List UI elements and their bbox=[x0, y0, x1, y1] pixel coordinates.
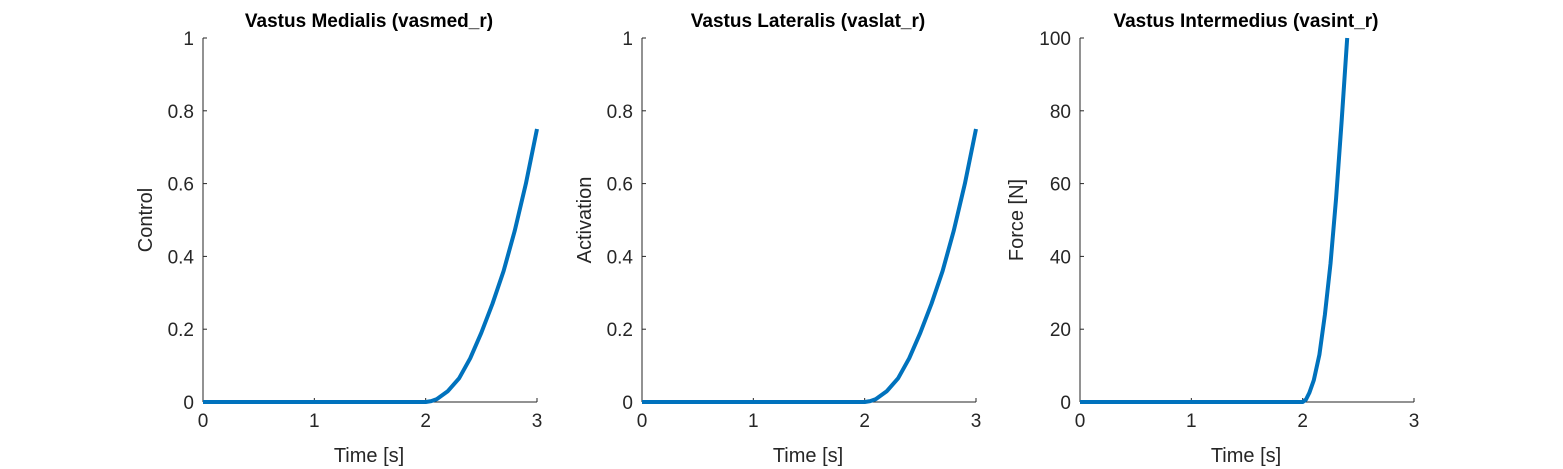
x-tick-label: 3 bbox=[971, 411, 982, 432]
x-tick-label: 3 bbox=[532, 411, 543, 432]
y-tick-label: 1 bbox=[183, 29, 194, 50]
x-tick-label: 0 bbox=[637, 411, 648, 432]
y-tick-label: 0 bbox=[622, 393, 633, 414]
y-tick-label: 0.4 bbox=[607, 247, 634, 268]
series-line bbox=[1080, 37, 1350, 404]
y-tick-label: 60 bbox=[1050, 175, 1071, 196]
y-tick-label: 0 bbox=[183, 393, 194, 414]
y-tick-label: 80 bbox=[1050, 102, 1071, 123]
y-tick-label: 0.4 bbox=[168, 247, 195, 268]
plot-lines bbox=[642, 128, 978, 404]
subplot-vastus-medialis: Vastus Medialis (vasmed_r) Control Time … bbox=[135, 11, 542, 467]
x-tick-label: 2 bbox=[1297, 411, 1308, 432]
x-axis-label: Time [s] bbox=[1211, 445, 1281, 467]
y-axis-label: Control bbox=[135, 188, 157, 252]
x-tick-label: 1 bbox=[748, 411, 759, 432]
y-tick-label: 0 bbox=[1060, 393, 1071, 414]
chart-title: Vastus Lateralis (vaslat_r) bbox=[691, 11, 925, 32]
subplot-vastus-lateralis: Vastus Lateralis (vaslat_r) Activation T… bbox=[574, 11, 981, 467]
y-tick-label: 20 bbox=[1050, 320, 1071, 341]
chart-title: Vastus Intermedius (vasint_r) bbox=[1113, 11, 1378, 32]
chart-title: Vastus Medialis (vasmed_r) bbox=[245, 11, 493, 32]
x-axis-label: Time [s] bbox=[334, 445, 404, 467]
x-tick-label: 2 bbox=[859, 411, 870, 432]
y-tick-label: 0.6 bbox=[168, 175, 194, 196]
y-tick-label: 0.2 bbox=[607, 320, 633, 341]
x-tick-label: 3 bbox=[1409, 411, 1420, 432]
ticks: 0 1 2 3 0 0.2 0.4 0.6 0.8 1 bbox=[168, 29, 543, 432]
x-tick-label: 0 bbox=[1075, 411, 1086, 432]
x-axis-label: Time [s] bbox=[773, 445, 843, 467]
y-axis-label: Force [N] bbox=[1006, 179, 1028, 261]
plot-lines bbox=[1080, 37, 1350, 404]
y-tick-label: 0.6 bbox=[607, 175, 633, 196]
x-tick-label: 1 bbox=[1186, 411, 1197, 432]
y-tick-label: 100 bbox=[1039, 29, 1071, 50]
subplot-vastus-intermedius: Vastus Intermedius (vasint_r) Force [N] … bbox=[1006, 11, 1419, 467]
y-tick-label: 0.8 bbox=[168, 102, 194, 123]
y-tick-label: 0.2 bbox=[168, 320, 194, 341]
y-axis-label: Activation bbox=[574, 177, 596, 264]
series-line bbox=[642, 128, 978, 404]
y-tick-label: 40 bbox=[1050, 247, 1071, 268]
y-tick-label: 1 bbox=[622, 29, 633, 50]
x-tick-label: 2 bbox=[420, 411, 431, 432]
plot-lines bbox=[203, 128, 539, 404]
ticks: 0 1 2 3 0 20 40 60 80 100 bbox=[1039, 29, 1419, 432]
y-tick-label: 0.8 bbox=[607, 102, 633, 123]
series-line bbox=[203, 128, 539, 404]
x-tick-label: 1 bbox=[309, 411, 320, 432]
x-tick-label: 0 bbox=[198, 411, 209, 432]
ticks: 0 1 2 3 0 0.2 0.4 0.6 0.8 1 bbox=[607, 29, 982, 432]
